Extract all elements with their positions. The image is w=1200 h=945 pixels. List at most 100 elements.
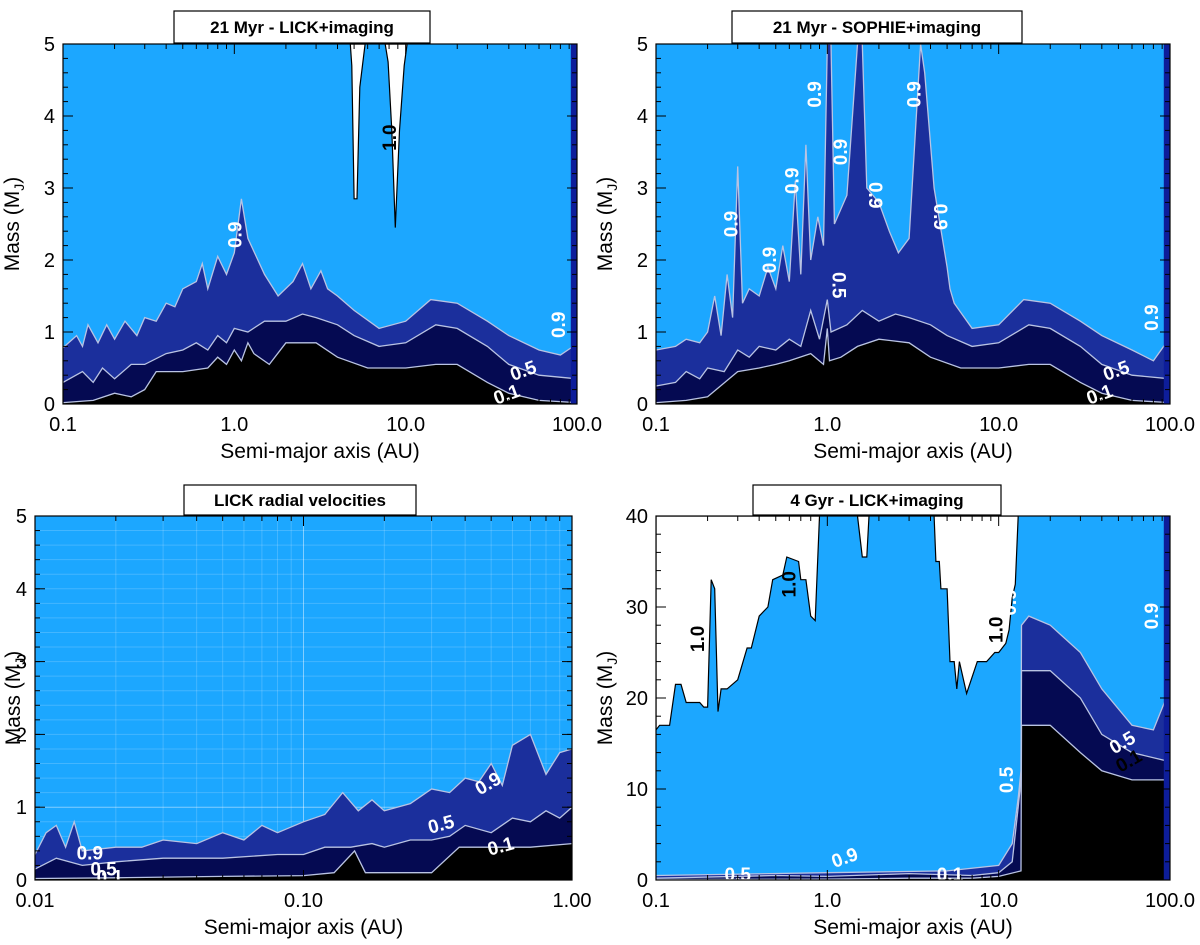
x-tick-label: 10.0 — [386, 414, 425, 436]
x-tick-label: 10.0 — [979, 890, 1018, 912]
y-tick-label: 4 — [44, 106, 55, 128]
contour-line-50 — [63, 313, 577, 384]
contour-line-10 — [656, 724, 1170, 880]
contour-label: 0.9 — [905, 81, 926, 107]
region-below-10 — [656, 725, 1170, 880]
contour-line-10 — [656, 328, 1170, 404]
y-tick-label: 40 — [626, 506, 648, 528]
region-100-2 — [384, 44, 408, 228]
plot-frame — [655, 43, 1171, 405]
contour-label: 0.9 — [831, 139, 852, 165]
contour-line-90 — [656, 44, 1170, 362]
contour-label: 0.5 — [997, 766, 1018, 793]
contour-label: 1.0 — [380, 124, 401, 150]
y-tick-label: 2 — [637, 250, 648, 272]
chart-title: 21 Myr - LICK+imaging — [210, 18, 394, 37]
y-tick-label: 0 — [637, 870, 648, 892]
contour-line-90 — [63, 198, 577, 356]
contour-line-90 — [656, 516, 1170, 877]
y-tick-label: 5 — [637, 34, 648, 56]
region-100-1 — [656, 516, 821, 731]
x-tick-label: 10.0 — [979, 414, 1018, 436]
x-tick-label: 100.0 — [1145, 890, 1195, 912]
region-100-1 — [349, 44, 366, 200]
y-tick-label: 2 — [16, 724, 27, 746]
contour-label: 0.9 — [722, 211, 743, 237]
chart-title: 4 Gyr - LICK+imaging — [790, 491, 963, 510]
y-tick-label: 10 — [626, 779, 648, 801]
contour-label: 0.9 — [783, 168, 804, 194]
right-edge-band — [570, 44, 577, 404]
y-axis-label: Mass (MJ) — [594, 651, 620, 746]
contour-line-50 — [656, 670, 1170, 879]
chart-title: 21 Myr - SOPHIE+imaging — [773, 18, 981, 37]
region-50-90 — [656, 44, 1170, 404]
contour-label: 0.5 — [90, 860, 117, 881]
contour-label: 0.1 — [97, 868, 124, 889]
chart-title-box — [752, 484, 1002, 516]
y-axis-label: Mass (MJ) — [594, 177, 620, 272]
chart-panel-3: 0.90.50.10.90.50.10.01 0.10 1.00012345Semi… — [2, 484, 592, 939]
chart-panel-2: 0.90.90.90.90.90.90.90.90.50.90.50.10.1 1… — [594, 10, 1195, 463]
contour-line-50 — [656, 299, 1170, 387]
contour-line-90 — [35, 733, 572, 855]
y-tick-label: 0 — [44, 394, 55, 416]
y-tick-label: 4 — [637, 106, 648, 128]
y-tick-label: 1 — [637, 322, 648, 344]
contour-line-10 — [63, 341, 577, 404]
contour-label: 0.9 — [760, 247, 781, 273]
contour-label: 0.9 — [1142, 603, 1163, 629]
contour-label: 0.5 — [827, 272, 848, 299]
plot-frame — [62, 43, 578, 405]
contour-line-10 — [35, 842, 572, 880]
y-tick-label: 20 — [626, 688, 648, 710]
x-tick-label: 0.1 — [49, 414, 77, 436]
contour-label: 1.0 — [779, 571, 800, 597]
y-axis-label: Mass (MJ) — [1, 177, 27, 272]
contour-label: 1.0 — [688, 626, 709, 652]
contour-label: 0.9 — [549, 312, 570, 338]
contour-label: 0.1 — [1084, 381, 1116, 410]
region-below-10 — [35, 843, 572, 880]
chart-panel-4: 1.01.01.00.90.50.90.50.10.50.90.10.1 1.0 1… — [594, 484, 1195, 939]
y-tick-label: 3 — [44, 178, 55, 200]
x-tick-label: 1.0 — [220, 414, 248, 436]
region-below-10 — [656, 328, 1170, 404]
right-edge-band — [1163, 44, 1170, 404]
x-tick-label: 0.1 — [642, 414, 670, 436]
y-tick-label: 0 — [16, 870, 27, 892]
contour-label: 0.9 — [1000, 589, 1021, 615]
contour-label: 0.9 — [929, 204, 950, 230]
y-tick-label: 5 — [16, 506, 27, 528]
contour-label: 0.1 — [937, 865, 964, 886]
x-tick-label: 0.01 — [16, 890, 55, 912]
chart-panel-1: 0.90.90.50.11.00.1 1.0 10.0 100.0012345Semi… — [1, 10, 602, 463]
region-100-3 — [933, 516, 1019, 696]
y-tick-label: 1 — [16, 797, 27, 819]
y-tick-label: 4 — [16, 579, 27, 601]
y-tick-label: 0 — [637, 394, 648, 416]
y-tick-label: 5 — [44, 34, 55, 56]
x-tick-label: 1.0 — [813, 890, 841, 912]
chart-title: LICK radial velocities — [214, 491, 386, 510]
y-tick-label: 3 — [16, 652, 27, 674]
contour-label: 0.9 — [864, 182, 885, 208]
region-10-50 — [35, 807, 572, 880]
x-axis-label: Semi-major axis (AU) — [813, 440, 1013, 463]
y-axis-label: Mass (MJ) — [2, 651, 28, 746]
region-below-10 — [63, 342, 577, 404]
chart-title-box — [731, 10, 1023, 44]
x-tick-label: 1.00 — [553, 890, 592, 912]
contour-label: 0.9 — [225, 222, 246, 248]
x-tick-label: 100.0 — [1145, 414, 1195, 436]
contour-line-50 — [35, 806, 572, 870]
contour-label: 0.9 — [805, 81, 826, 107]
x-axis-label: Semi-major axis (AU) — [220, 440, 420, 463]
y-tick-label: 1 — [44, 322, 55, 344]
contour-label: 0.5 — [725, 865, 752, 886]
x-tick-label: 0.1 — [642, 890, 670, 912]
x-tick-label: 0.10 — [284, 890, 323, 912]
y-tick-label: 2 — [44, 250, 55, 272]
x-axis-label: Semi-major axis (AU) — [813, 916, 1013, 939]
